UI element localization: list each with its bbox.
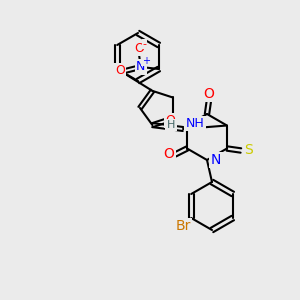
Text: +: + — [142, 56, 150, 66]
Text: O: O — [164, 148, 175, 161]
Text: N: N — [211, 153, 221, 167]
Text: S: S — [244, 143, 253, 158]
Text: -: - — [143, 39, 147, 49]
Text: NH: NH — [186, 117, 205, 130]
Text: N: N — [136, 61, 146, 74]
Text: O: O — [166, 114, 176, 127]
Text: O: O — [115, 64, 125, 77]
Text: H: H — [167, 120, 175, 130]
Text: O: O — [134, 41, 144, 55]
Text: Br: Br — [176, 219, 191, 233]
Text: O: O — [204, 87, 214, 101]
